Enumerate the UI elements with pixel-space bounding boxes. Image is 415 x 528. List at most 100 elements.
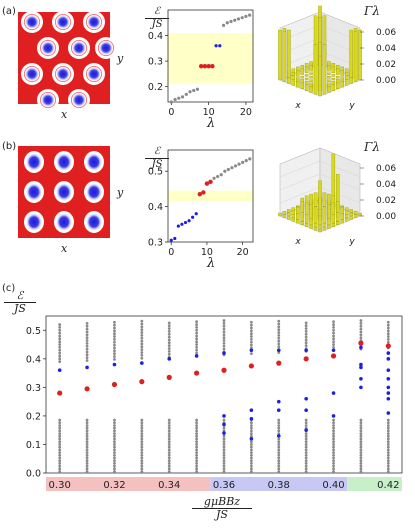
gray-state-point xyxy=(167,421,171,425)
gray-state-point xyxy=(359,424,363,427)
gray-state-point xyxy=(222,459,226,463)
blue-state-point xyxy=(386,351,391,355)
panel-a-spec-xlabel: λ xyxy=(207,116,216,131)
panel-a-spectrum-chart: 0.2 0.3 0.4 0 10 20 xyxy=(148,9,254,118)
gray-state-point xyxy=(332,421,335,425)
gamma-bar xyxy=(344,207,349,211)
wall-grid xyxy=(279,160,321,178)
gray-state-point xyxy=(226,167,230,172)
gray-state-point xyxy=(167,440,171,444)
gamma-bar xyxy=(353,31,358,82)
gray-state-point xyxy=(386,459,390,463)
gray-state-point xyxy=(140,424,144,427)
panel-b-label: (b) xyxy=(2,141,17,152)
blue-state-point xyxy=(249,436,254,441)
skyrmion-core xyxy=(26,213,42,231)
region-pink xyxy=(46,477,211,491)
gray-state-point xyxy=(85,467,89,471)
gamma-bar xyxy=(304,84,309,91)
red-state-point xyxy=(84,386,90,392)
y-tick-label: 0.3 xyxy=(148,238,163,249)
blue-state-point xyxy=(57,368,62,373)
gamma-bar xyxy=(322,227,327,231)
gray-state-point xyxy=(58,462,62,465)
gray-state-point xyxy=(167,424,171,427)
gray-state-point xyxy=(167,335,171,339)
gray-state-point xyxy=(249,451,253,454)
gray-state-point xyxy=(304,448,308,452)
gray-state-point xyxy=(277,459,281,463)
gray-state-point xyxy=(277,342,281,346)
gray-state-point xyxy=(85,443,89,446)
gray-state-point xyxy=(332,459,335,463)
gray-state-point xyxy=(386,429,390,433)
gray-state-point xyxy=(332,424,335,427)
x-tick-label: 20 xyxy=(240,107,252,118)
gray-state-point xyxy=(386,326,390,330)
x-tick-label: 10 xyxy=(203,107,215,118)
gamma-bar xyxy=(300,212,304,222)
gray-state-point xyxy=(277,448,281,452)
y-tick-label: 0.4 xyxy=(26,354,41,365)
panel-a-skyrmion-map xyxy=(18,11,117,111)
gray-state-point xyxy=(222,437,226,441)
gray-state-point xyxy=(195,340,199,344)
gray-state-point xyxy=(140,334,144,337)
gray-state-point xyxy=(85,336,89,340)
red-state-point xyxy=(208,179,213,185)
gray-state-point xyxy=(248,157,252,161)
blue-state-point xyxy=(386,385,391,390)
y-tick-label: 0.3 xyxy=(26,383,41,394)
gray-state-point xyxy=(113,335,116,338)
gray-state-point xyxy=(277,426,281,430)
gray-state-point xyxy=(233,18,237,22)
z-tick-label: 0.04 xyxy=(376,44,396,54)
skyrmion-core xyxy=(71,92,87,108)
gamma-bar xyxy=(296,70,300,77)
gamma-bar xyxy=(300,68,304,75)
blue-state-point xyxy=(304,408,308,412)
gamma-bar xyxy=(309,218,313,226)
gray-state-point xyxy=(85,451,89,454)
gray-state-point xyxy=(236,17,241,21)
gamma-bar xyxy=(349,29,353,81)
gamma-bar xyxy=(296,219,300,224)
gray-state-point xyxy=(386,467,390,471)
wall-grid xyxy=(279,186,321,204)
gray-state-point xyxy=(113,467,116,471)
gray-state-point xyxy=(140,429,144,433)
gray-state-point xyxy=(85,333,89,337)
gray-state-point xyxy=(277,453,281,457)
region-green xyxy=(347,477,402,491)
y-tick-label: 0.4 xyxy=(148,202,163,213)
gray-state-point xyxy=(58,360,62,364)
gamma-bar xyxy=(318,215,322,226)
gray-state-point xyxy=(58,421,62,425)
gray-state-point xyxy=(249,432,253,436)
gray-state-point xyxy=(140,342,144,346)
skyrmion-core xyxy=(86,14,102,30)
skyrmion-core xyxy=(86,183,102,201)
gray-state-point xyxy=(113,426,116,430)
gray-state-point xyxy=(230,166,234,170)
gray-state-point xyxy=(332,470,335,473)
y-tick-label: 0.1 xyxy=(26,440,41,451)
panel-b-gamma-label: Γλ xyxy=(364,140,380,154)
blue-state-point xyxy=(169,238,173,242)
blue-state-point xyxy=(386,391,391,395)
red-state-point xyxy=(221,367,227,373)
blue-state-point xyxy=(304,428,308,432)
gamma-bar xyxy=(313,222,318,227)
gamma-bar xyxy=(291,218,296,222)
gray-state-point xyxy=(222,464,226,468)
gray-state-point xyxy=(332,467,335,471)
gray-state-point xyxy=(244,159,248,163)
gray-state-point xyxy=(277,443,281,446)
wall-grid xyxy=(319,160,361,178)
gamma-bar xyxy=(322,44,327,95)
gray-state-point xyxy=(386,437,390,441)
gray-state-point xyxy=(58,426,62,430)
gray-state-point xyxy=(167,462,171,465)
gray-state-point xyxy=(113,437,116,441)
gray-state-point xyxy=(58,437,62,441)
